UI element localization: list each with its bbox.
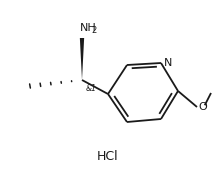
- Text: O: O: [199, 102, 207, 112]
- Text: N: N: [164, 58, 172, 68]
- Text: 2: 2: [91, 26, 96, 35]
- Text: HCl: HCl: [97, 150, 118, 163]
- Text: NH: NH: [80, 23, 97, 33]
- Text: &1: &1: [86, 84, 97, 93]
- Polygon shape: [80, 38, 84, 80]
